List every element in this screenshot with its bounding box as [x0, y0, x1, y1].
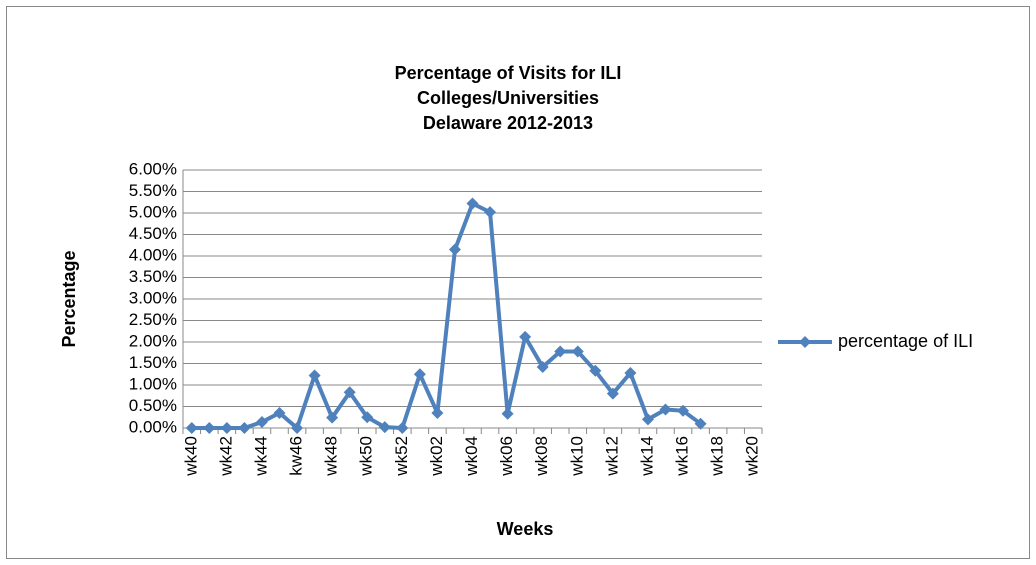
x-tick-label: wk18 — [708, 436, 727, 477]
marker — [203, 422, 216, 434]
x-tick-label: wk06 — [497, 436, 516, 477]
x-tick-label: wk50 — [357, 436, 376, 477]
marker — [291, 422, 304, 434]
marker — [273, 406, 286, 419]
marker — [343, 386, 356, 399]
marker — [571, 345, 584, 358]
marker — [326, 411, 339, 424]
chart-title: Percentage of Visits for ILI — [395, 63, 622, 83]
marker — [677, 404, 690, 417]
x-tick-label: wk48 — [322, 436, 341, 477]
marker — [396, 422, 409, 434]
marker — [448, 243, 461, 256]
x-tick-label: kw46 — [287, 436, 306, 476]
marker — [413, 368, 426, 381]
marker — [308, 369, 321, 382]
y-tick-label: 5.50% — [129, 181, 177, 200]
x-tick-label: wk02 — [427, 436, 446, 477]
y-tick-label: 3.00% — [129, 288, 177, 307]
marker — [378, 421, 391, 434]
x-tick-label: wk14 — [637, 436, 656, 477]
y-tick-label: 4.50% — [129, 224, 177, 243]
marker — [220, 422, 233, 434]
y-tick-label: 4.00% — [129, 245, 177, 264]
y-tick-label: 0.50% — [129, 396, 177, 415]
x-tick-label: wk08 — [532, 436, 551, 477]
y-tick-label: 3.50% — [129, 267, 177, 286]
marker — [694, 417, 707, 430]
marker — [466, 197, 479, 210]
chart-title: Delaware 2012-2013 — [423, 113, 593, 133]
x-tick-label: wk20 — [743, 436, 762, 477]
marker — [641, 413, 654, 426]
y-tick-label: 5.00% — [129, 202, 177, 221]
marker — [361, 411, 374, 424]
marker — [519, 330, 532, 343]
chart-frame — [6, 6, 1030, 559]
y-tick-label: 2.50% — [129, 310, 177, 329]
marker — [659, 403, 672, 416]
marker — [484, 206, 497, 219]
legend-marker — [799, 336, 811, 348]
marker — [536, 360, 549, 373]
x-tick-label: wk12 — [602, 436, 621, 477]
x-tick-label: wk42 — [216, 436, 235, 477]
x-tick-label: wk52 — [392, 436, 411, 477]
marker — [431, 406, 444, 419]
chart-title: Colleges/Universities — [417, 88, 599, 108]
x-axis-title: Weeks — [497, 519, 554, 539]
x-tick-label: wk40 — [181, 436, 200, 477]
marker — [255, 415, 268, 428]
marker — [554, 345, 567, 358]
y-axis-title: Percentage — [59, 250, 79, 347]
marker — [624, 366, 637, 379]
x-tick-label: wk04 — [462, 436, 481, 477]
y-tick-label: 6.00% — [129, 159, 177, 178]
x-tick-label: wk16 — [673, 436, 692, 477]
y-tick-label: 2.00% — [129, 331, 177, 350]
y-tick-label: 1.50% — [129, 353, 177, 372]
marker — [501, 407, 514, 420]
y-tick-label: 0.00% — [129, 417, 177, 436]
x-tick-label: wk44 — [251, 436, 270, 477]
legend-label: percentage of ILI — [838, 331, 973, 351]
marker — [238, 422, 251, 434]
marker — [589, 364, 602, 377]
marker — [606, 387, 619, 400]
marker — [185, 422, 198, 434]
x-tick-label: wk10 — [567, 436, 586, 477]
y-tick-label: 1.00% — [129, 374, 177, 393]
